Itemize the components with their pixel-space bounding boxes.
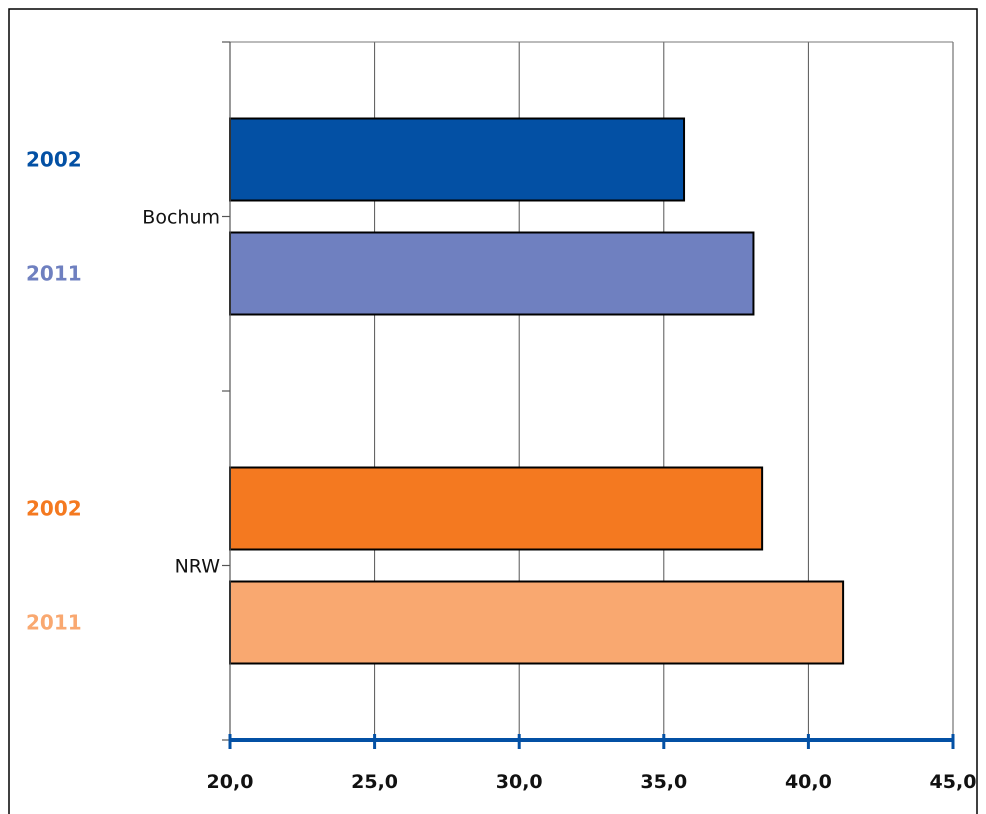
year-label-bochum-2002: 2002 <box>26 148 82 172</box>
x-tick-label-45: 45,0 <box>930 771 977 793</box>
axes <box>222 41 955 749</box>
year-label-bochum-2011: 2011 <box>26 262 82 286</box>
labels: Bochum 2002 2011 NRW 2002 2011 20,0 25,0 30,0 35,… <box>26 148 976 794</box>
x-tick-label-20: 20,0 <box>207 771 254 793</box>
year-label-nrw-2011: 2011 <box>26 611 82 635</box>
bar-bochum-2011 <box>229 231 755 316</box>
bar-bochum-2002 <box>229 117 686 202</box>
category-label-bochum: Bochum <box>142 207 220 229</box>
category-label-nrw: NRW <box>175 556 221 578</box>
x-tick-label-40: 40,0 <box>785 771 832 793</box>
bars <box>229 117 845 665</box>
x-tick-label-30: 30,0 <box>496 771 543 793</box>
x-tick-label-25: 25,0 <box>351 771 398 793</box>
bar-nrw-2011 <box>229 580 845 665</box>
year-label-nrw-2002: 2002 <box>26 497 82 521</box>
x-tick-label-35: 35,0 <box>640 771 687 793</box>
bar-nrw-2002 <box>229 466 764 551</box>
